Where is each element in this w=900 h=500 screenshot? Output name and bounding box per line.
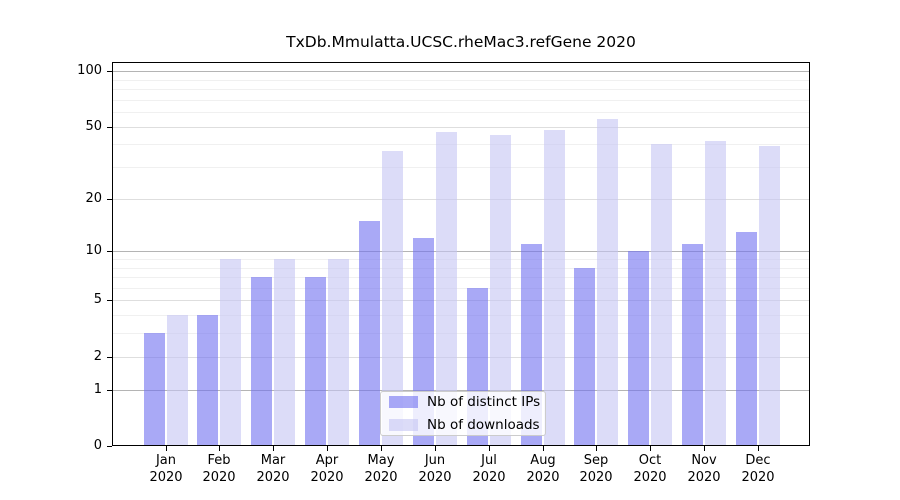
x-tick [381, 446, 382, 451]
x-tick-label: May 2020 [364, 453, 398, 485]
gridline-minor [112, 258, 810, 260]
x-tick-label: Dec 2020 [741, 453, 775, 485]
gridline-minor [112, 143, 810, 145]
x-tick [704, 446, 705, 451]
bar-downloads-may [382, 151, 403, 446]
bar-distinct-ips-nov [682, 244, 703, 446]
y-tick-label: 5 [93, 292, 102, 307]
x-tick [596, 446, 597, 451]
y-tick [107, 251, 112, 252]
x-tick-label: Oct 2020 [633, 453, 667, 485]
y-tick-label: 20 [85, 191, 102, 206]
x-tick [543, 446, 544, 451]
y-tick [107, 71, 112, 72]
gridline-minor [112, 166, 810, 168]
legend-item-distinct-ips: Nb of distinct IPs [389, 394, 541, 410]
y-tick-label: 1 [93, 382, 102, 397]
x-tick-label: Apr 2020 [310, 453, 344, 485]
bar-downloads-aug [544, 130, 565, 446]
x-tick-label: Jan 2020 [149, 453, 183, 485]
gridline-minor [112, 287, 810, 289]
x-tick-label: Nov 2020 [687, 453, 721, 485]
gridline-minor [112, 267, 810, 269]
y-tick-label: 100 [77, 63, 102, 78]
y-tick [107, 127, 112, 128]
gridline-minor [112, 332, 810, 334]
y-tick [107, 199, 112, 200]
y-tick [107, 390, 112, 391]
x-tick [650, 446, 651, 451]
gridline-major [112, 389, 810, 391]
bar-downloads-jul [490, 135, 511, 446]
y-tick-label: 2 [93, 349, 102, 364]
x-tick-label: Jun 2020 [418, 453, 452, 485]
gridline-minor [112, 111, 810, 113]
bar-downloads-jan [167, 315, 188, 446]
bar-distinct-ips-oct [628, 251, 649, 446]
gridline-minor [112, 99, 810, 101]
bar-distinct-ips-jan [144, 333, 165, 446]
legend: Nb of distinct IPs Nb of downloads [380, 391, 546, 436]
x-tick-label: Feb 2020 [202, 453, 236, 485]
y-tick-label: 0 [93, 438, 102, 453]
bar-downloads-mar [274, 259, 295, 446]
x-tick [219, 446, 220, 451]
legend-label-distinct-ips: Nb of distinct IPs [427, 394, 541, 410]
legend-swatch-downloads [389, 419, 418, 431]
bar-downloads-dec [759, 146, 780, 446]
x-tick-label: Mar 2020 [256, 453, 290, 485]
legend-label-downloads: Nb of downloads [427, 417, 540, 433]
x-tick-label: Sep 2020 [579, 453, 613, 485]
bar-downloads-nov [705, 141, 726, 446]
chart-title: TxDb.Mmulatta.UCSC.rheMac3.refGene 2020 [286, 33, 636, 51]
gridline-minor [112, 314, 810, 316]
bar-downloads-apr [328, 259, 349, 446]
gridline-major [112, 250, 810, 252]
bar-distinct-ips-feb [197, 315, 218, 446]
gridline-minor [112, 276, 810, 278]
y-tick-label: 10 [85, 243, 102, 258]
bar-distinct-ips-apr [305, 277, 326, 446]
bar-downloads-sep [597, 119, 618, 446]
x-tick [273, 446, 274, 451]
x-tick [435, 446, 436, 451]
x-tick-label: Aug 2020 [526, 453, 560, 485]
bar-downloads-oct [651, 144, 672, 446]
gridline-major [112, 126, 810, 128]
gridline-major [112, 198, 810, 200]
gridline-major [112, 70, 810, 72]
x-tick [166, 446, 167, 451]
y-tick [107, 446, 112, 447]
gridline-major [112, 299, 810, 301]
plot-area: Nb of distinct IPs Nb of downloads [112, 62, 810, 446]
bar-downloads-jun [436, 132, 457, 446]
bar-distinct-ips-mar [251, 277, 272, 446]
legend-swatch-distinct-ips [389, 396, 418, 408]
x-tick [327, 446, 328, 451]
bar-downloads-feb [220, 259, 241, 446]
y-tick [107, 357, 112, 358]
y-tick-label: 50 [85, 119, 102, 134]
gridline-minor [112, 88, 810, 90]
x-tick [489, 446, 490, 451]
legend-item-downloads: Nb of downloads [389, 417, 540, 433]
bar-distinct-ips-may [359, 221, 380, 446]
gridline-minor [112, 79, 810, 81]
x-tick-label: Jul 2020 [472, 453, 506, 485]
y-tick [107, 300, 112, 301]
bar-distinct-ips-dec [736, 232, 757, 446]
bar-distinct-ips-sep [574, 268, 595, 446]
gridline-major [112, 356, 810, 358]
x-tick [758, 446, 759, 451]
